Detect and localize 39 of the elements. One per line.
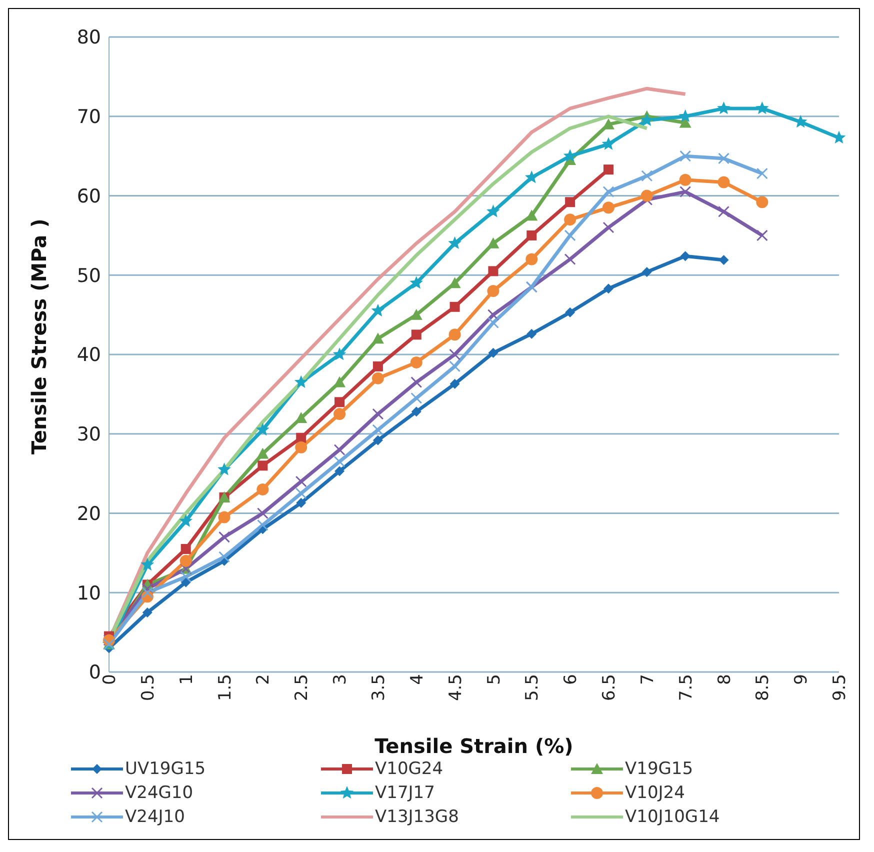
x-tick-label: 2.5 [292,674,312,702]
legend-label: V10G24 [375,759,444,779]
x-tick-label: 7.5 [676,674,696,702]
x-tick-label: 5.5 [522,674,543,702]
legend-label: V10J10G14 [625,807,720,827]
y-tick-label: 70 [76,106,101,128]
x-tick-label: 0 [100,674,120,685]
x-tick-label: 6.5 [600,674,620,702]
legend-label: V19G15 [625,759,694,779]
x-tick-label: 3.5 [369,674,390,702]
y-axis-title: Tensile Stress (MPa ) [27,218,52,454]
x-tick-label: 4.5 [446,674,466,702]
x-tick-label: 8 [714,674,735,685]
x-tick-label: 6 [561,674,582,685]
x-tick-label: 9.5 [830,674,850,702]
y-tick-label: 60 [76,185,101,208]
x-axis-title: Tensile Strain (%) [374,734,574,758]
y-tick-label: 50 [76,264,101,287]
x-tick-label: 4 [407,674,428,685]
x-tick-label: 1.5 [215,674,236,702]
x-tick-label: 0.5 [138,674,158,702]
x-tick-label: 5 [484,674,504,685]
y-tick-label: 30 [76,424,101,446]
x-tick-label: 2 [254,674,274,685]
y-tick-label: 20 [76,502,101,525]
legend-label: V17J17 [375,783,435,803]
x-tick-label: 3 [330,674,351,685]
y-tick-label: 40 [76,344,101,366]
x-tick-label: 8.5 [753,674,774,702]
y-tick-label: 80 [76,26,101,49]
legend-label: V10J24 [625,783,685,803]
y-tick-label: 10 [76,582,101,604]
legend-label: UV19G15 [125,759,206,779]
x-tick-label: 7 [638,674,658,685]
x-tick-label: 1 [176,674,197,685]
x-tick-label: 9 [792,674,812,685]
legend-label: V24G10 [125,783,194,803]
legend-label: V24J10 [125,807,185,827]
legend-label: V13J13G8 [375,807,459,827]
